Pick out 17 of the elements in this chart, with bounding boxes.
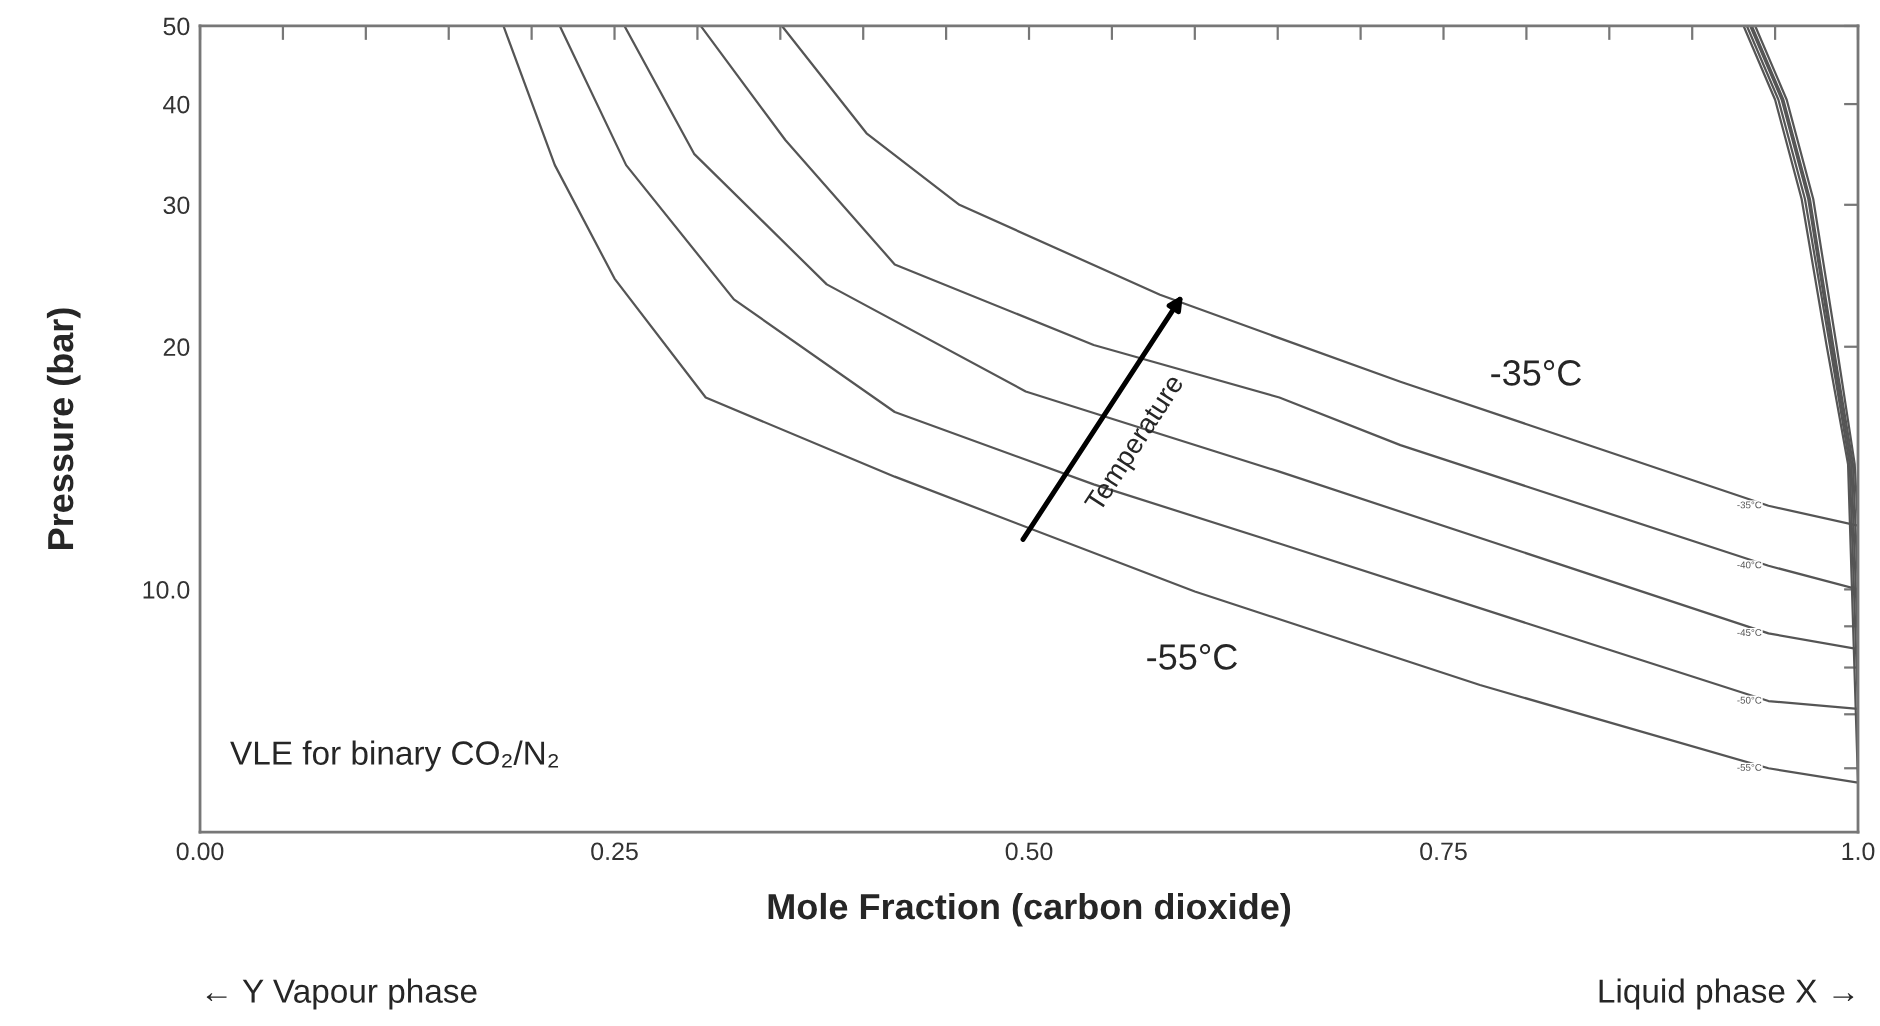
x-axis-title: Mole Fraction (carbon dioxide) <box>768 892 1291 927</box>
y-tick-label: 10.0 <box>143 581 190 599</box>
y-tick-label: 50 <box>163 17 190 36</box>
text: Liquid phase X → <box>1599 978 1854 1010</box>
x-tick-label: 0.50 <box>1005 842 1053 861</box>
x-tick-label: 0.75 <box>1420 842 1467 861</box>
x-tick-label: 0.00 <box>176 842 224 861</box>
annotation: -35°C <box>1491 360 1581 386</box>
annotation: -55°C <box>1147 644 1237 670</box>
y-tick-label: 20 <box>163 338 190 357</box>
x-tick-label: 0.25 <box>591 842 638 861</box>
annotation: VLE for binary CO₂/N₂ <box>230 740 559 772</box>
text: ← Y Vapour phase <box>206 978 477 1010</box>
y-tick-label: 30 <box>163 196 190 215</box>
x-tick-label: 1.0 <box>1842 842 1875 861</box>
y-tick-label: 40 <box>163 95 190 114</box>
y-axis-title: Pressure (bar) <box>46 308 81 550</box>
